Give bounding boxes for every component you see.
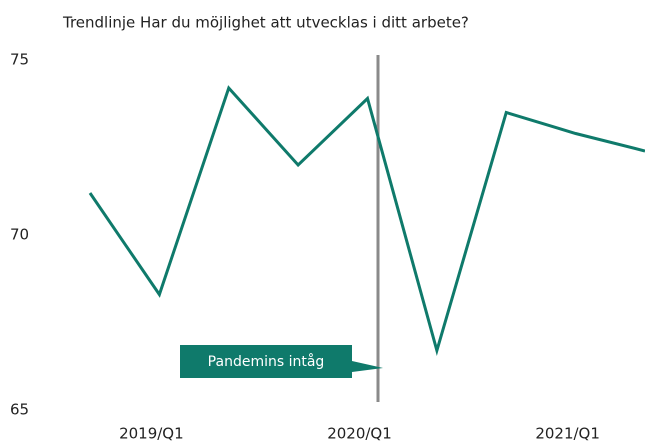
x-tick-label: 2020/Q1 (327, 425, 392, 443)
trend-line (88, 85, 645, 357)
y-tick-label: 75 (10, 51, 29, 69)
annotation-text: Pandemins intåg (208, 353, 325, 370)
annotation-box (180, 345, 383, 378)
chart-title: Trendlinje Har du möjlighet att utveckla… (62, 14, 469, 32)
x-tick-label: 2019/Q1 (119, 425, 184, 443)
y-tick-label: 70 (10, 226, 29, 244)
x-tick-label: 2021/Q1 (535, 425, 600, 443)
y-tick-label: 65 (10, 401, 29, 419)
